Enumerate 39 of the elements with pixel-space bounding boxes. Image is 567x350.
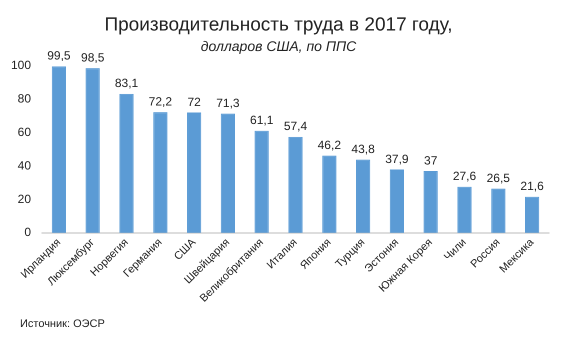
data-label: 71,3 [216, 96, 240, 110]
y-tick-label: 0 [24, 225, 32, 240]
bar [52, 66, 66, 233]
bar [424, 171, 438, 233]
y-tick-label: 60 [18, 124, 32, 139]
bar [220, 114, 236, 233]
bar [153, 112, 168, 233]
y-tick-label: 80 [18, 91, 32, 106]
bar [322, 156, 336, 233]
data-label: 37,9 [385, 152, 409, 166]
bar [356, 160, 370, 233]
data-label: 21,6 [520, 179, 544, 194]
chart-subtitle: долларов США, по ППС [200, 38, 358, 54]
bar [86, 68, 100, 233]
bar [457, 186, 472, 233]
data-label: 72,2 [148, 94, 172, 108]
data-label: 57,4 [284, 119, 308, 134]
data-label: 98,5 [81, 50, 105, 64]
bar [119, 94, 134, 233]
y-tick-label: 100 [10, 58, 32, 72]
y-tick-label: 40 [18, 158, 32, 172]
bar [390, 170, 404, 233]
data-label: 72 [187, 94, 202, 109]
data-label: 61,1 [250, 113, 274, 128]
data-label: 83,1 [114, 76, 139, 90]
bar [525, 196, 540, 233]
bar [491, 188, 506, 233]
bar [288, 136, 303, 233]
bar [254, 130, 269, 233]
data-label: 37 [424, 153, 438, 168]
data-label: 27,6 [452, 169, 477, 184]
data-label: 99,5 [47, 48, 71, 63]
bar [187, 112, 202, 233]
chart-title: Производительность труда в 2017 году, [104, 14, 453, 36]
y-tick-label: 20 [18, 192, 32, 206]
data-label: 43,8 [351, 142, 376, 156]
data-label: 46,2 [318, 138, 342, 152]
text: Источник: ОЭСР [20, 318, 106, 330]
data-label: 26,5 [486, 170, 510, 185]
